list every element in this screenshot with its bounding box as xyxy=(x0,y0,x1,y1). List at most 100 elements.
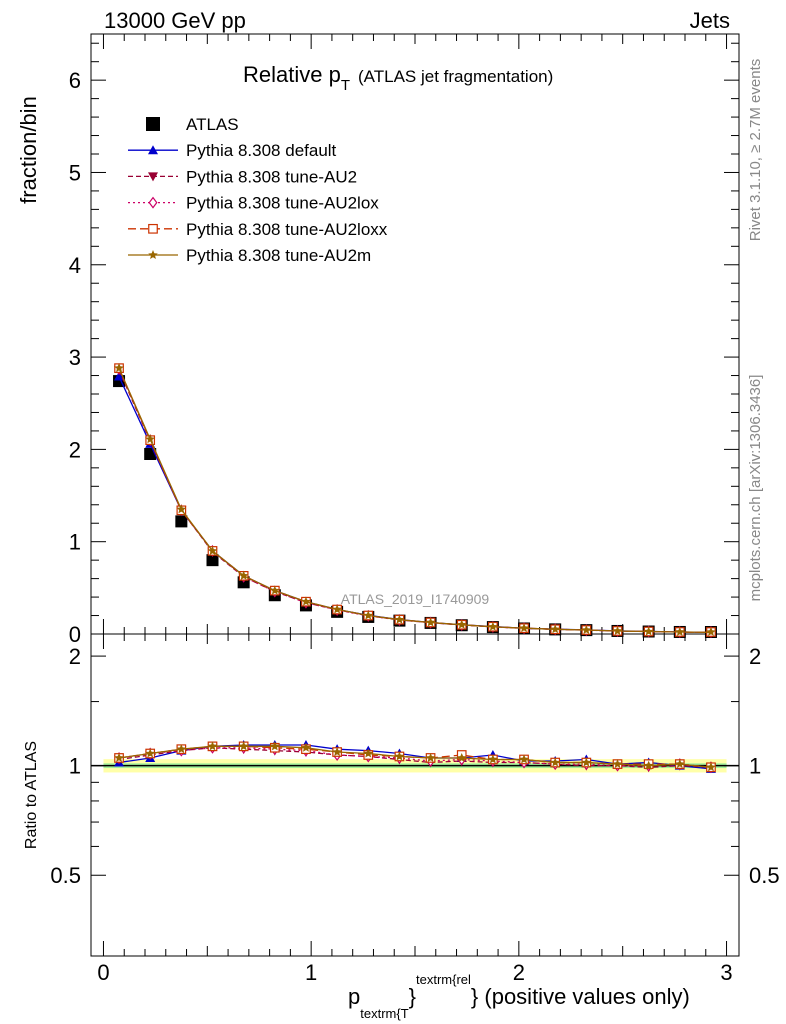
series-line xyxy=(118,367,712,634)
ratio-y-tick-label-left: 0.5 xyxy=(50,863,81,888)
top-y-tick-label: 6 xyxy=(69,68,81,93)
ratio-point xyxy=(581,757,592,767)
x-axis-label-rest: } (positive values only) xyxy=(471,984,690,1009)
data-point xyxy=(675,627,685,636)
x-axis-label-brace: } xyxy=(409,984,416,1009)
plot-title-paren: (ATLAS jet fragmentation) xyxy=(358,67,553,86)
ratio-series-line xyxy=(118,747,712,768)
data-point xyxy=(363,610,373,620)
ratio-series-line xyxy=(118,745,712,768)
ratio-point xyxy=(643,760,654,770)
ratio-point xyxy=(270,741,280,751)
data-point xyxy=(175,515,188,528)
data-point xyxy=(270,585,280,595)
ratio-point xyxy=(675,759,685,769)
ratio-y-tick-label-left: 1 xyxy=(69,754,81,779)
top-y-tick-label: 2 xyxy=(69,437,81,462)
legend: ATLAS Pythia 8.308 default Pythia 8.308 tu… xyxy=(128,115,388,265)
analysis-watermark: ATLAS_2019_I1740909 xyxy=(341,591,490,607)
ratio-point xyxy=(488,754,498,764)
top-y-tick-label: 1 xyxy=(69,530,81,555)
data-point xyxy=(238,570,249,580)
data-point xyxy=(488,621,498,631)
data-point xyxy=(332,604,342,614)
x-tick-label: 0 xyxy=(97,960,109,985)
data-point xyxy=(550,624,560,634)
legend-marker xyxy=(148,223,158,234)
x-tick-label: 3 xyxy=(720,960,732,985)
data-point xyxy=(519,623,529,633)
ratio-panel-frame xyxy=(90,633,740,957)
plot-title-main: Relative p xyxy=(243,62,341,87)
ratio-y-tick-label-left: 2 xyxy=(69,644,81,669)
top-y-axis-label: fraction/bin xyxy=(16,96,41,204)
data-point xyxy=(612,626,623,635)
legend-label: Pythia 8.308 tune-AU2m xyxy=(186,246,371,265)
legend-label: Pythia 8.308 default xyxy=(186,141,337,160)
legend-label: Pythia 8.308 tune-AU2loxx xyxy=(186,220,388,239)
data-point xyxy=(176,504,187,514)
data-point xyxy=(207,545,218,555)
ratio-point xyxy=(394,751,405,761)
ratio-point xyxy=(519,754,529,764)
data-point xyxy=(706,627,716,636)
rivet-label: Rivet 3.1.10, ≥ 2.7M events xyxy=(747,59,764,242)
data-point xyxy=(457,619,467,629)
ratio-point xyxy=(145,748,155,758)
ratio-y-axis-label: Ratio to ATLAS xyxy=(23,741,40,849)
legend-marker xyxy=(148,250,158,259)
data-point xyxy=(206,554,219,567)
ratio-point xyxy=(425,753,436,762)
x-axis-label-sup: textrm{rel xyxy=(416,972,471,987)
legend-marker xyxy=(148,145,158,155)
data-point xyxy=(114,371,125,381)
ratio-point xyxy=(706,762,716,772)
top-y-tick-label: 3 xyxy=(69,345,81,370)
x-tick-label: 1 xyxy=(305,960,317,985)
ratio-y-tick-label-right: 0.5 xyxy=(749,863,780,888)
header-right-label: Jets xyxy=(690,8,730,33)
ratio-point xyxy=(207,741,218,751)
ratio-point xyxy=(332,747,342,757)
top-y-tick-label: 5 xyxy=(69,160,81,185)
ratio-panel-series xyxy=(114,739,716,774)
top-y-tick-label: 0 xyxy=(69,622,81,647)
data-point xyxy=(425,617,436,627)
x-axis-label-sub: textrm{T xyxy=(360,1006,408,1021)
ratio-point xyxy=(363,748,373,758)
series-line xyxy=(118,369,712,634)
ratio-point xyxy=(238,741,249,751)
plot-title: Relative pT (ATLAS jet fragmentation) xyxy=(243,62,553,94)
ratio-y-tick-label-right: 1 xyxy=(749,754,761,779)
ratio-point xyxy=(114,753,124,762)
data-point xyxy=(394,614,405,624)
top-y-tick-label: 4 xyxy=(69,253,81,278)
data-point xyxy=(145,434,155,444)
mcplots-label: mcplots.cern.ch [arXiv:1306.3436] xyxy=(747,375,764,602)
legend-label: ATLAS xyxy=(186,115,239,134)
data-point xyxy=(301,596,311,606)
x-axis-label-p: p xyxy=(348,984,360,1009)
header-left-label: 13000 GeV pp xyxy=(104,8,246,33)
data-point xyxy=(114,363,124,373)
top-panel-axis-ticks: 0 1 2 3 4 5 6 0 1 2 3 xyxy=(69,34,739,985)
legend-marker xyxy=(148,196,158,209)
plot-title-sub: T xyxy=(341,77,350,94)
legend-label: Pythia 8.308 tune-AU2 xyxy=(186,167,357,186)
ratio-point xyxy=(550,757,560,767)
x-tick-label: 2 xyxy=(513,960,525,985)
x-axis-label: ptextrm{T}textrm{rel} (positive values o… xyxy=(348,972,690,1021)
legend-label: Pythia 8.308 tune-AU2lox xyxy=(186,194,379,213)
ratio-y-tick-label-right: 2 xyxy=(749,644,761,669)
ratio-point xyxy=(176,744,187,754)
ratio-point xyxy=(612,759,623,769)
legend-marker xyxy=(148,172,158,182)
data-point xyxy=(581,625,592,635)
ratio-point xyxy=(457,753,467,762)
data-point xyxy=(643,626,654,636)
ratio-point xyxy=(301,742,311,752)
ratio-panel-axis-ticks: 0.5 0.5 1 1 2 2 xyxy=(50,644,779,888)
legend-marker xyxy=(146,117,160,131)
top-panel-series xyxy=(113,363,717,638)
